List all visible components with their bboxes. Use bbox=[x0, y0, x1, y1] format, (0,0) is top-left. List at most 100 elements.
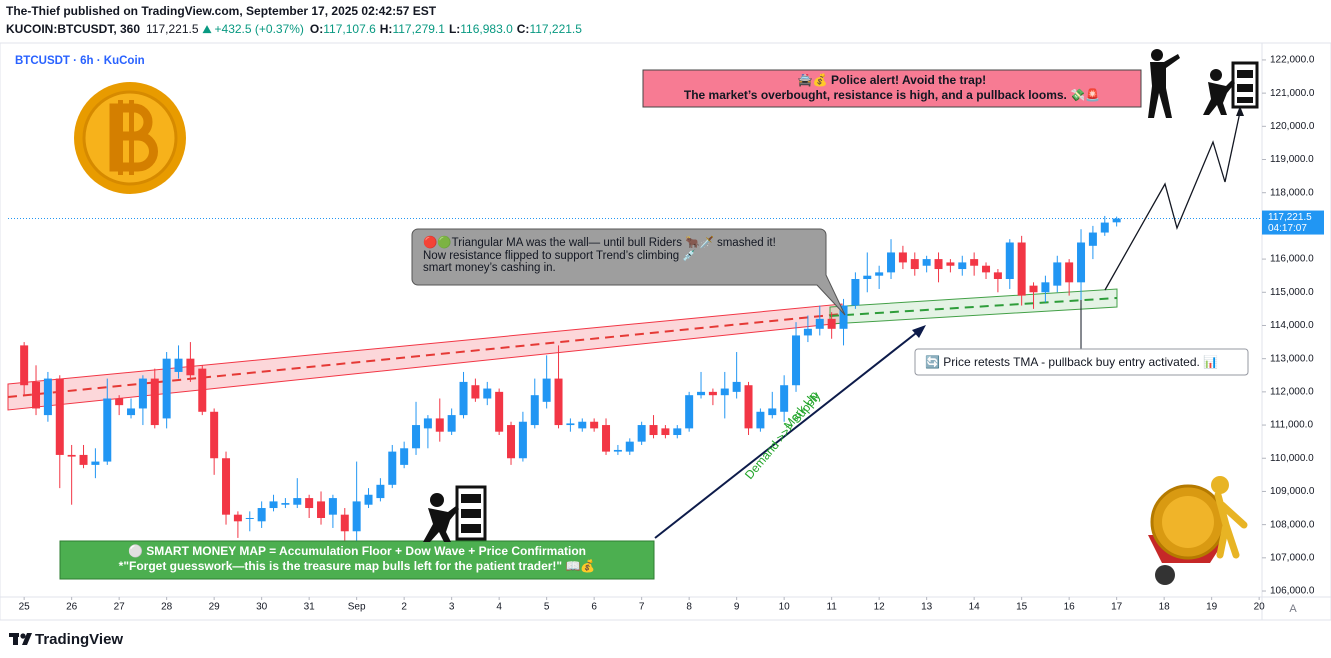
ohlc-label: H: bbox=[380, 22, 393, 36]
y-tick-label: 115,000.0 bbox=[1270, 287, 1314, 298]
candle-body bbox=[1088, 232, 1097, 246]
candle-body bbox=[839, 305, 848, 329]
candle-body bbox=[20, 345, 29, 386]
auto-scale-button[interactable] bbox=[1282, 600, 1304, 618]
candle-body bbox=[673, 428, 682, 436]
ohlc-value: 117,221.5 bbox=[529, 22, 582, 36]
candle-body bbox=[1041, 282, 1050, 293]
candle-body bbox=[697, 391, 706, 396]
candle-body bbox=[174, 358, 183, 372]
candle-body bbox=[554, 378, 563, 426]
y-tick-label: 116,000.0 bbox=[1270, 254, 1314, 265]
y-tick-label: 122,000.0 bbox=[1270, 55, 1315, 66]
price-tag-value: 117,221.5 bbox=[1268, 212, 1312, 223]
candle-body bbox=[815, 318, 824, 329]
price-tag-countdown: 04:17:07 bbox=[1268, 223, 1307, 234]
candle-body bbox=[1005, 242, 1014, 280]
x-tick-label: 9 bbox=[734, 602, 740, 613]
x-tick-label: 6 bbox=[591, 602, 597, 613]
y-tick-label: 108,000.0 bbox=[1270, 519, 1315, 530]
candle-body bbox=[934, 259, 943, 270]
symbol: KUCOIN:BTCUSDT, 360 bbox=[6, 22, 140, 36]
map-line: *"Forget guesswork—this is the treasure … bbox=[119, 559, 596, 573]
x-tick-label: Sep bbox=[348, 602, 366, 613]
ohlc-label: L: bbox=[449, 22, 460, 36]
x-tick-label: 11 bbox=[826, 602, 837, 613]
x-tick-label: 28 bbox=[161, 602, 173, 613]
candle-body bbox=[1100, 222, 1109, 233]
x-tick-label: 13 bbox=[921, 602, 933, 613]
candle-body bbox=[566, 423, 575, 426]
candle-body bbox=[269, 501, 278, 509]
candle-body bbox=[364, 494, 373, 505]
candle-body bbox=[982, 265, 991, 273]
candle-body bbox=[518, 421, 527, 459]
candle-body bbox=[661, 428, 670, 436]
candle-body bbox=[293, 498, 302, 505]
candle-body bbox=[1053, 262, 1062, 286]
candle-body bbox=[150, 378, 159, 426]
y-tick-label: 120,000.0 bbox=[1270, 121, 1315, 132]
footer-brand: TradingView bbox=[35, 631, 123, 648]
footer-logo bbox=[9, 633, 32, 645]
ohlc-value: 117,107.6 bbox=[323, 22, 376, 36]
candle-body bbox=[376, 484, 385, 499]
tma-line-text: smart money’s cashing in. bbox=[423, 262, 556, 274]
last-price: 117,221.5 bbox=[146, 22, 199, 36]
police-line: The market’s overbought, resistance is h… bbox=[684, 88, 1100, 102]
x-tick-label: 30 bbox=[256, 602, 268, 613]
candle-body bbox=[412, 425, 421, 449]
candle-body bbox=[210, 411, 219, 459]
x-tick-label: 29 bbox=[209, 602, 221, 613]
x-tick-label: 26 bbox=[66, 602, 78, 613]
candle-body bbox=[198, 368, 207, 412]
candle-body bbox=[257, 508, 266, 522]
tma-line-text: Now resistance flipped to support Trend’… bbox=[423, 248, 697, 262]
chart-frame bbox=[0, 42, 1331, 621]
y-tick-label: 119,000.0 bbox=[1270, 154, 1314, 165]
up-arrow bbox=[202, 25, 212, 34]
candle-body bbox=[851, 279, 860, 306]
candle-body bbox=[162, 358, 171, 419]
candle-body bbox=[708, 391, 717, 396]
candle-body bbox=[685, 395, 694, 429]
candle-body bbox=[803, 328, 812, 336]
x-tick-label: 25 bbox=[19, 602, 31, 613]
candle-body bbox=[115, 398, 124, 406]
candle-body bbox=[970, 259, 979, 266]
x-tick-label: 14 bbox=[969, 602, 981, 613]
candle-body bbox=[946, 262, 955, 266]
auto-scale-label[interactable]: A bbox=[1289, 603, 1297, 615]
y-tick-label: 118,000.0 bbox=[1270, 187, 1314, 198]
candle-body bbox=[55, 378, 64, 455]
candle-body bbox=[887, 252, 896, 273]
candle-body bbox=[352, 501, 361, 532]
y-tick-label: 112,000.0 bbox=[1270, 387, 1314, 398]
candle-body bbox=[993, 272, 1002, 280]
candle-body bbox=[127, 408, 136, 416]
x-tick-label: 4 bbox=[496, 602, 502, 613]
y-tick-label: 106,000.0 bbox=[1270, 586, 1315, 597]
x-tick-label: 16 bbox=[1064, 602, 1076, 613]
ohlc-value: 117,279.1 bbox=[392, 22, 445, 36]
candle-body bbox=[1065, 262, 1074, 283]
candle-body bbox=[507, 425, 516, 459]
x-tick-label: 5 bbox=[544, 602, 550, 613]
change: +432.5 (+0.37%) bbox=[215, 22, 304, 36]
markup-arrow bbox=[654, 329, 921, 539]
candle-body bbox=[1077, 242, 1086, 283]
candle-body bbox=[958, 262, 967, 270]
candle-body bbox=[67, 454, 76, 457]
candle-body bbox=[103, 398, 112, 462]
candle-body bbox=[1112, 218, 1121, 223]
y-tick-label: 110,000.0 bbox=[1270, 453, 1314, 464]
candle-body bbox=[317, 501, 326, 518]
projection-arrowhead bbox=[1236, 106, 1244, 116]
candle-body bbox=[756, 411, 765, 429]
candle-body bbox=[435, 418, 444, 432]
candle-body bbox=[863, 275, 872, 280]
candle-body bbox=[910, 259, 919, 270]
projection-path bbox=[1104, 111, 1241, 291]
candle-body bbox=[768, 408, 777, 416]
candle-body bbox=[613, 449, 622, 452]
